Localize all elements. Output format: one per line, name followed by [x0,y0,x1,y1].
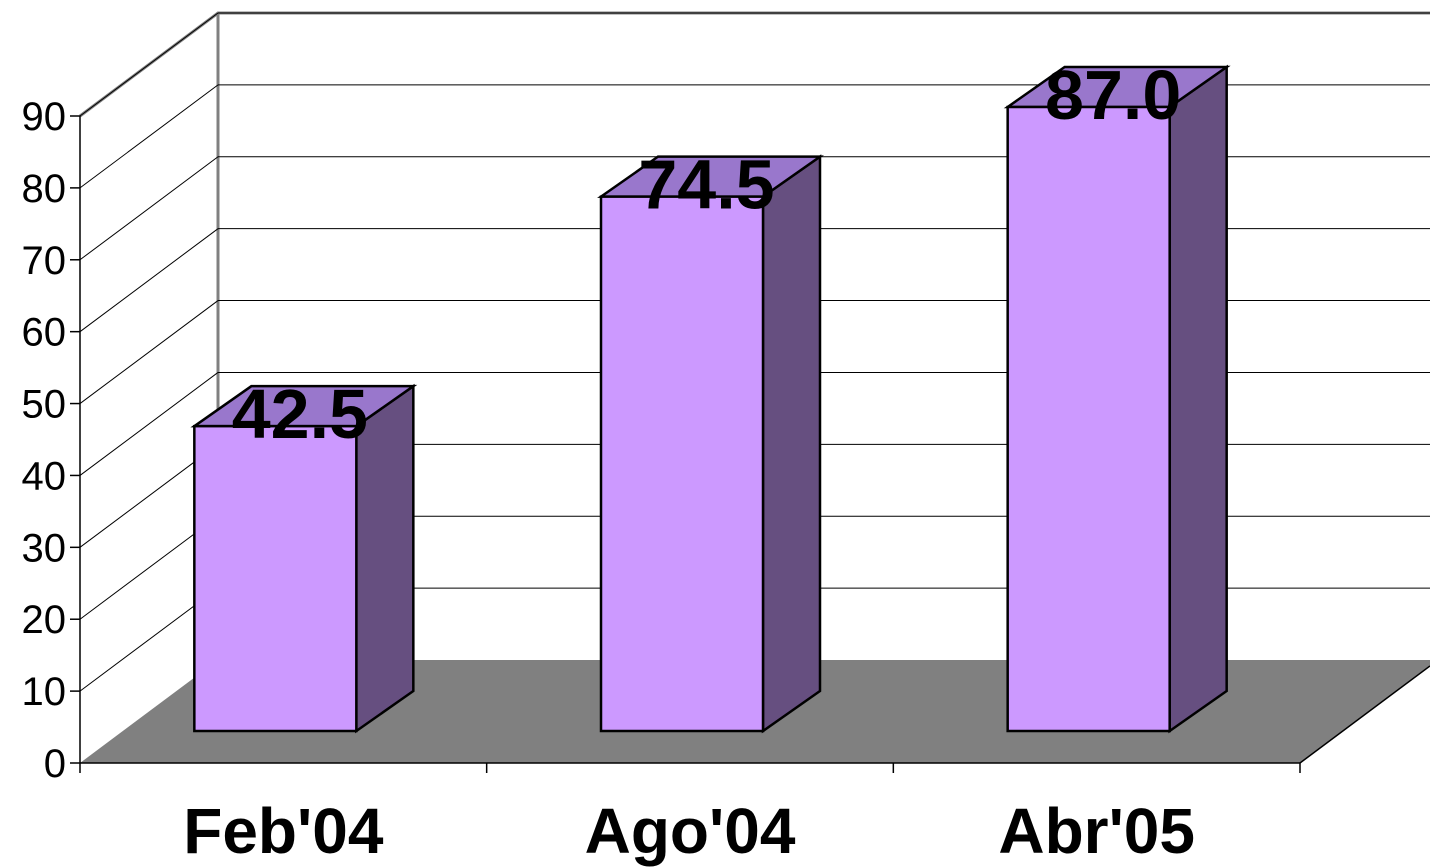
y-tick-label: 90 [22,95,67,139]
bar-Feb'04 [190,383,418,734]
y-tick-label: 80 [22,167,67,211]
side-wall [80,13,218,763]
x-tick-label: Ago'04 [585,795,796,867]
bar-front [599,195,765,733]
x-axis: Feb'04 Ago'04 Abr'05 [79,763,1301,867]
bar-Abr'05 [1003,64,1231,734]
floor-right-edge [1299,665,1430,764]
bar-side [761,154,822,734]
gridline-side [79,84,219,189]
y-tick-label: 20 [22,598,67,642]
bar-side [1168,64,1228,734]
data-label: 42.5 [232,375,368,453]
gridline-side [79,228,219,333]
data-label: 74.5 [638,146,774,224]
y-tick-label: 60 [22,311,67,355]
y-axis: 0 10 20 30 40 50 60 70 80 90 [22,95,81,786]
gridline-side [79,156,219,261]
y-tick-label: 30 [22,526,67,570]
gridlines [79,12,1430,692]
data-label: 87.0 [1045,56,1181,134]
gridline-side [79,372,219,476]
y-tick-label: 70 [22,239,67,283]
bars [190,64,1231,734]
y-tick-label: 0 [44,742,66,786]
y-tick-label: 10 [22,670,67,714]
gridline-side [79,300,219,404]
bar-front [1006,105,1171,733]
data-labels: 42.5 74.5 87.0 [232,56,1182,453]
bar-front [193,424,358,733]
x-tick-label: Feb'04 [183,795,384,867]
y-tick-label: 40 [22,454,67,498]
back-wall [218,13,1430,660]
y-tick-label: 50 [22,383,67,427]
bar-Ago'04 [597,154,824,734]
x-tick-label: Abr'05 [998,795,1195,867]
gridline-side [79,12,219,117]
